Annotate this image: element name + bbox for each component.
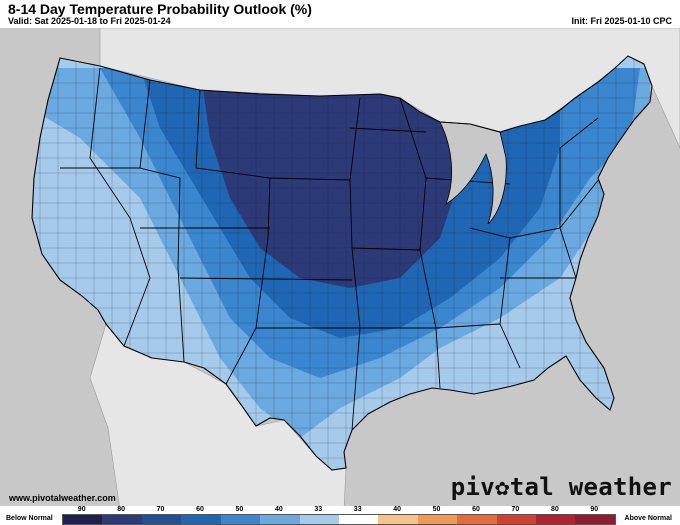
legend-swatch <box>338 515 379 524</box>
legend-tick-label: 80 <box>550 506 559 513</box>
legend-swatch <box>63 515 103 524</box>
legend-tick-label: 80 <box>117 506 126 513</box>
state-borders <box>60 67 601 431</box>
brand-text-end: tal weather <box>509 473 672 501</box>
map-panel <box>0 28 680 510</box>
legend-swatch <box>378 515 418 524</box>
legend-swatch <box>417 515 458 524</box>
legend-tick-row: 90 80 70 60 50 40 33 33 40 50 60 70 80 90 <box>62 506 614 515</box>
init-time: Init: Fri 2025-01-10 CPC <box>571 16 672 26</box>
legend-tick-label: 90 <box>590 506 599 513</box>
legend-tick-label: 60 <box>196 506 204 513</box>
color-legend: Below Normal 90 80 70 60 50 40 33 33 40 50 60 70 80 9… <box>0 506 680 525</box>
legend-swatch <box>260 515 300 524</box>
legend-swatch <box>299 515 339 524</box>
legend-swatch <box>141 515 182 524</box>
header: 8-14 Day Temperature Probability Outlook… <box>0 0 680 28</box>
legend-tick-label: 70 <box>156 506 165 513</box>
legend-swatch <box>457 515 497 524</box>
legend-swatch <box>181 515 221 524</box>
pivotal-weather-logo: piv✿tal weather <box>451 473 672 501</box>
legend-tick-label: 40 <box>393 506 402 513</box>
above-normal-label: Above Normal <box>624 515 672 522</box>
site-url[interactable]: www.pivotalweather.com <box>9 493 116 503</box>
legend-swatch <box>575 515 615 524</box>
valid-period: Valid: Sat 2025-01-18 to Fri 2025-01-24 <box>8 16 171 26</box>
legend-tick-label: 50 <box>432 506 441 513</box>
legend-tick-label: 50 <box>235 506 244 513</box>
legend-colorbar <box>62 514 616 525</box>
legend-swatch <box>496 515 537 524</box>
legend-swatch <box>102 515 142 524</box>
brand-text-start: piv <box>450 473 495 501</box>
great-lakes <box>439 121 507 225</box>
legend-tick-label: 40 <box>274 506 283 513</box>
outlook-map <box>0 28 680 510</box>
below-normal-label: Below Normal <box>6 515 53 522</box>
legend-tick-label: 90 <box>77 506 86 513</box>
legend-tick-label: 33 <box>353 506 362 513</box>
legend-tick-label: 33 <box>314 506 323 513</box>
logo-o-icon: ✿ <box>495 473 510 501</box>
legend-tick-label: 60 <box>472 506 480 513</box>
legend-tick-label: 70 <box>511 506 520 513</box>
legend-swatch <box>536 515 576 524</box>
us-outline <box>31 55 653 471</box>
legend-swatch <box>220 515 261 524</box>
map-title: 8-14 Day Temperature Probability Outlook… <box>8 1 312 17</box>
